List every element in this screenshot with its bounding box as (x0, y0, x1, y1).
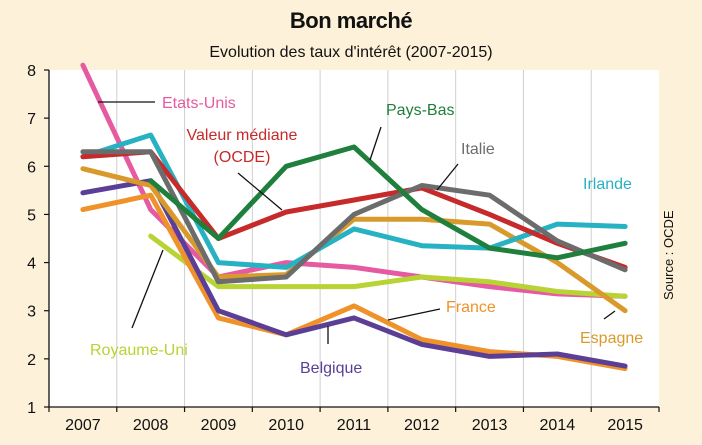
series-line-espagne (80, 166, 628, 314)
series-label-line: Espagne (580, 330, 643, 347)
x-tick-label: 2007 (65, 417, 101, 434)
series-line-valeur-m-diane (80, 149, 628, 270)
series-label: Valeur médiane (OCDE) (187, 127, 298, 166)
x-tick-label: 2015 (607, 417, 643, 434)
y-tick-label: 8 (27, 63, 36, 80)
x-tick-label: 2008 (133, 417, 169, 434)
series-line-italie (80, 149, 628, 285)
series-layer (80, 62, 628, 371)
series-label-line: Belgique (300, 360, 362, 377)
series-label-line: Italie (461, 141, 495, 158)
y-tick-label: 2 (27, 352, 36, 369)
y-tick-label: 1 (27, 400, 36, 417)
series-label-line: Etats-Unis (162, 95, 236, 112)
series-line-royaume-uni (148, 233, 628, 299)
chart-title: Bon marché (289, 8, 413, 33)
label-leader-line (237, 172, 283, 211)
y-tick-label: 4 (27, 256, 36, 273)
series-label-line: Irlande (583, 176, 632, 193)
series-label-line: (OCDE) (214, 149, 271, 166)
chart-subtitle: Evolution des taux d'intérêt (2007-2015) (209, 44, 493, 61)
series-label: Irlande (583, 176, 632, 193)
series-label-line: Pays-Bas (386, 102, 454, 119)
y-tick-label: 6 (27, 159, 36, 176)
x-tick-label: 2010 (268, 417, 304, 434)
label-leader-line (603, 310, 616, 320)
y-tick-label: 3 (27, 304, 36, 321)
label-leader-line (131, 249, 164, 329)
label-leader-line (387, 308, 441, 321)
series-label: France (446, 299, 496, 316)
x-tick-label: 2009 (201, 417, 237, 434)
series-label: Italie (461, 141, 495, 158)
x-tick-label: 2011 (337, 417, 372, 434)
series-line-belgique (80, 178, 628, 369)
series-label: Belgique (300, 360, 362, 377)
series-label-line: Valeur médiane (187, 127, 298, 144)
y-tick-label: 7 (27, 111, 36, 128)
series-labels: Etats-Unis Royaume-Uni France Belgique Espag… (90, 95, 643, 377)
x-tick-label: 2013 (472, 417, 508, 434)
series-label-line: Royaume-Uni (90, 342, 188, 359)
x-tick-label: 2014 (540, 417, 576, 434)
label-leader-line (436, 163, 459, 191)
axes: 1 2 3 4 5 6 7 8 2007 2008 2009 2010 2011 2012 2013 2014… (27, 63, 660, 434)
label-leaders (98, 101, 616, 344)
series-line-pays-bas (148, 144, 628, 261)
series-label-line: France (446, 299, 496, 316)
label-leader-line (369, 126, 382, 161)
y-tick-label: 5 (27, 207, 36, 224)
x-tick-label: 2012 (404, 417, 440, 434)
series-label: Espagne (580, 330, 643, 347)
series-label: Royaume-Uni (90, 342, 188, 359)
series-label: Pays-Bas (386, 102, 454, 119)
series-label: Etats-Unis (162, 95, 236, 112)
